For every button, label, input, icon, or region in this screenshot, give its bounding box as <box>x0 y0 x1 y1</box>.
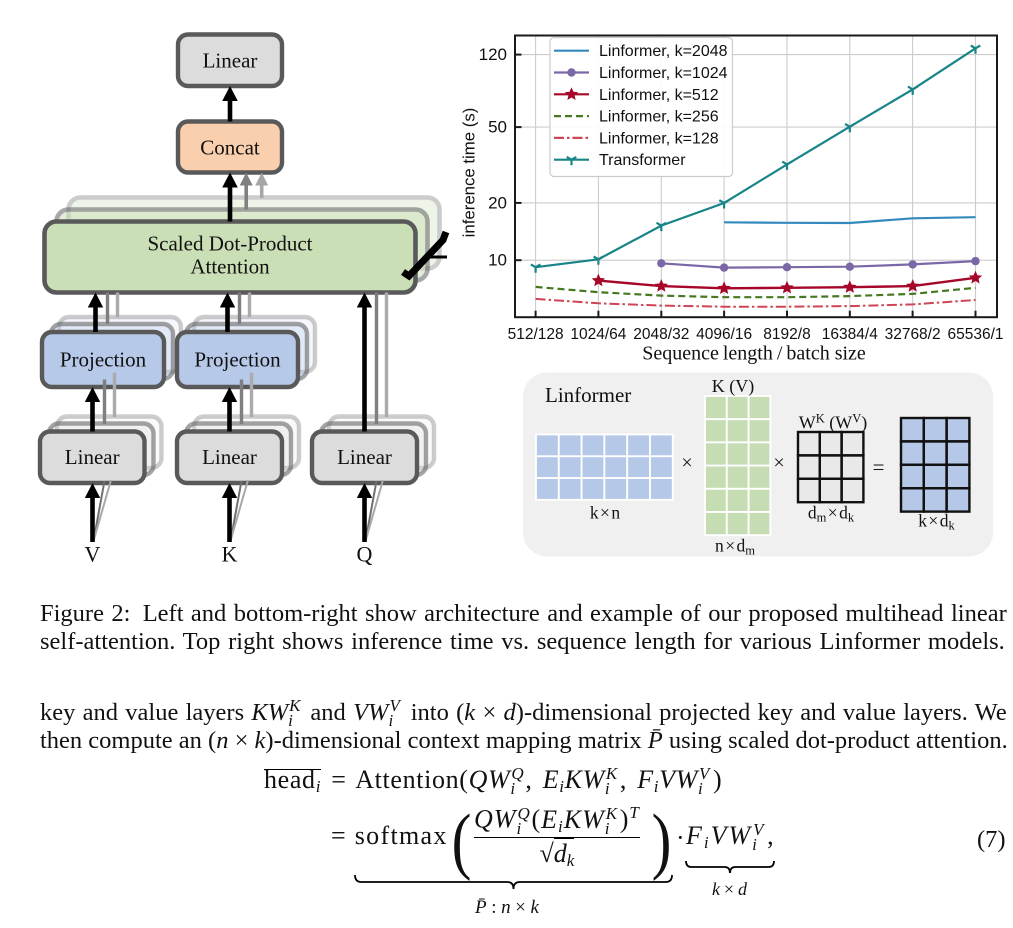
svg-text:16384/4: 16384/4 <box>822 326 878 343</box>
svg-text:×: × <box>773 452 784 474</box>
svg-text:Linformer, k=256: Linformer, k=256 <box>599 109 719 126</box>
svg-text:Sequence length / batch size: Sequence length / batch size <box>642 343 866 365</box>
svg-text:dm × dk: dm × dk <box>808 503 855 525</box>
svg-text:inference time (s): inference time (s) <box>460 108 479 238</box>
svg-text:k × n: k × n <box>590 503 621 523</box>
svg-text:65536/1: 65536/1 <box>947 326 1003 343</box>
svg-text:Transformer: Transformer <box>599 152 686 169</box>
svg-text:4096/16: 4096/16 <box>696 326 752 343</box>
svg-text:n × dm: n × dm <box>715 536 755 558</box>
svg-text:V: V <box>85 542 101 567</box>
svg-text:Linformer, k=128: Linformer, k=128 <box>599 130 719 147</box>
svg-text:512/128: 512/128 <box>508 326 564 343</box>
svg-text:Projection: Projection <box>194 348 281 372</box>
svg-text:32768/2: 32768/2 <box>885 326 941 343</box>
svg-text:Linformer, k=2048: Linformer, k=2048 <box>599 43 728 60</box>
svg-text:Attention: Attention <box>190 255 270 279</box>
svg-text:Linformer, k=1024: Linformer, k=1024 <box>599 65 728 82</box>
svg-text:Linear: Linear <box>203 49 258 73</box>
svg-text:Linformer: Linformer <box>545 383 631 407</box>
svg-text:20: 20 <box>488 193 507 212</box>
svg-text:10: 10 <box>488 251 507 270</box>
svg-text:50: 50 <box>488 118 507 137</box>
svg-text:=: = <box>873 455 885 479</box>
svg-text:Linear: Linear <box>337 445 392 469</box>
svg-text:k × dk: k × dk <box>918 511 955 533</box>
svg-text:Scaled Dot-Product: Scaled Dot-Product <box>147 232 312 256</box>
svg-text:2048/32: 2048/32 <box>633 326 689 343</box>
svg-text:8192/8: 8192/8 <box>763 326 810 343</box>
svg-text:120: 120 <box>479 45 507 64</box>
svg-text:Projection: Projection <box>60 348 147 372</box>
svg-text:Linear: Linear <box>202 445 257 469</box>
svg-text:1024/64: 1024/64 <box>570 326 626 343</box>
svg-text:K: K <box>222 542 238 567</box>
svg-text:Concat: Concat <box>200 136 260 160</box>
svg-text:Linear: Linear <box>65 445 120 469</box>
svg-text:K (V): K (V) <box>712 376 755 397</box>
svg-text:×: × <box>681 452 692 474</box>
svg-text:Q: Q <box>357 542 373 567</box>
svg-text:Linformer, k=512: Linformer, k=512 <box>599 87 719 104</box>
